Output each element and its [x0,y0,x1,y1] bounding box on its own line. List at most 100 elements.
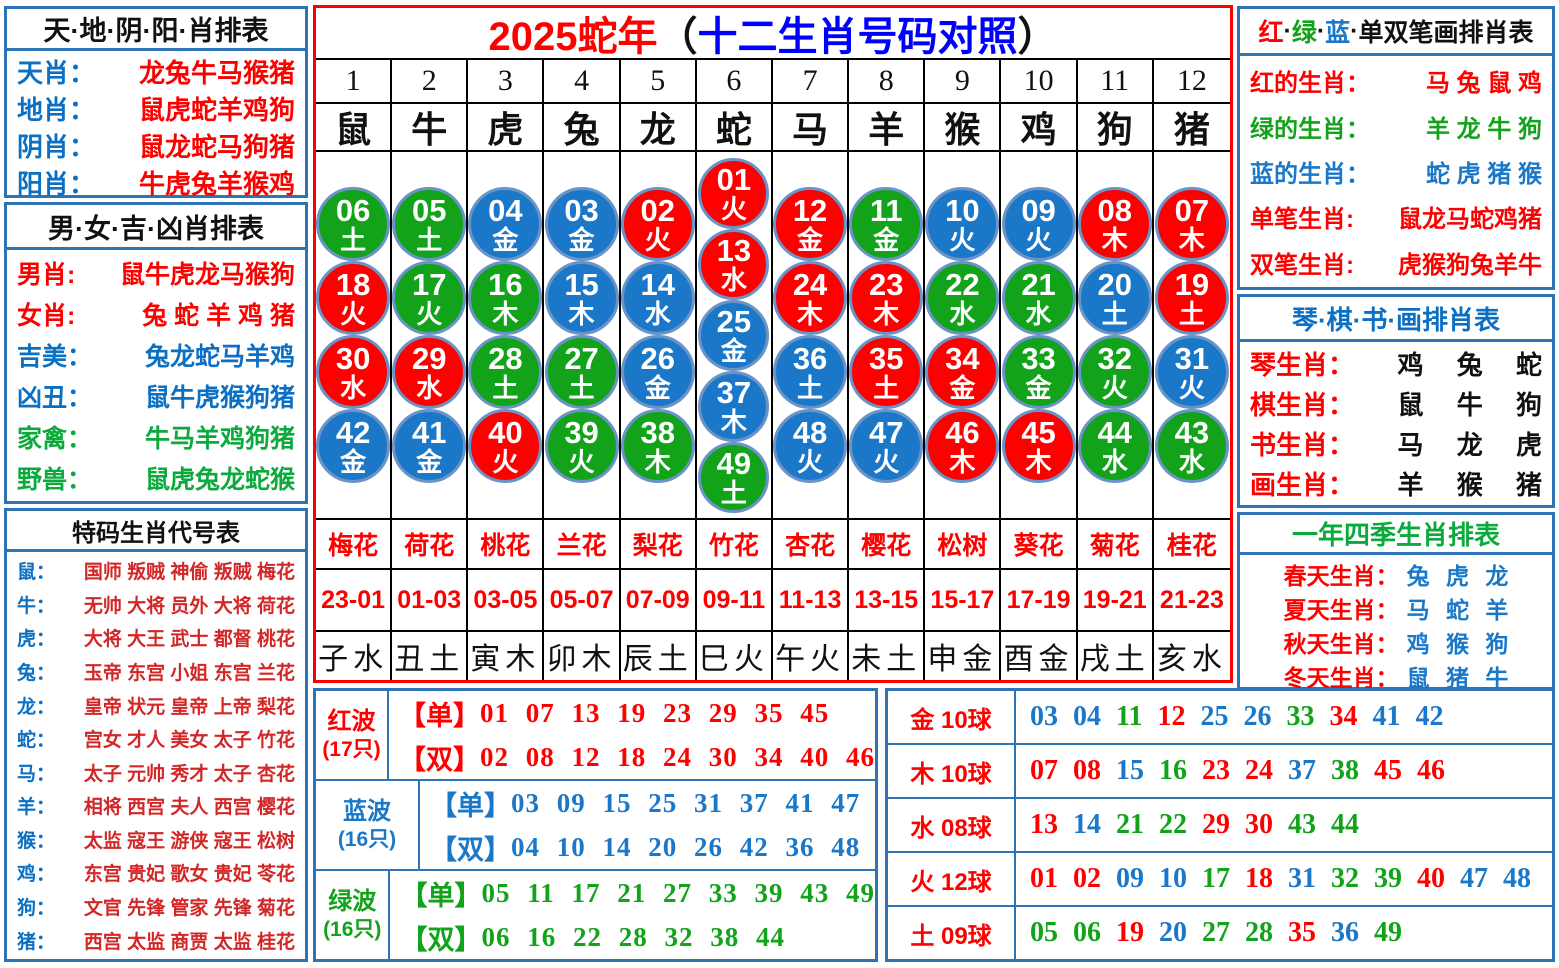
ball-element: 火 [797,446,824,477]
element-number: 01 [1030,863,1058,894]
ball-element: 土 [416,224,443,255]
panel-five-elements-balls: 金 10球 03 04 11 12 25 26 33 34 41 42 木 10球 07 08 15 16 23… [885,688,1555,962]
ball-element: 水 [416,372,443,403]
row-label: 蛇： [17,730,56,752]
ball-number: 02 [640,192,675,228]
ball-number: 22 [945,266,980,302]
table-row: 虎： 大将 大王 武士 都督 桃花 [17,624,295,651]
table-row: 男肖: 鼠牛虎龙马猴狗 [17,255,295,291]
element-number: 08 [1073,755,1101,786]
wave-line: 【双】 06 16 22 28 32 38 44 [400,918,875,957]
ball-number: 12 [792,192,828,228]
element-number: 22 [1159,809,1187,840]
main-zodiac-number-grid: 2025蛇年 （ 十二生肖号码对照 ） 1 2 3 4 5 6 7 8 9 10 11 12 鼠牛虎兔龙… [313,5,1233,683]
ball-element: 金 [340,446,367,477]
number-ball: 38 木 [620,409,695,483]
wave-count: (16只) [323,917,382,941]
table-row: 双笔生肖: 虎猴狗兔羊牛 [1250,245,1542,280]
element-numbers: 07 08 15 16 23 24 37 38 45 46 [1016,745,1552,797]
column-number-cell: 7 [772,60,850,104]
wave-line: 【双】 04 10 14 20 26 42 36 48 [430,828,875,867]
table-row: 蓝的生肖： 蛇 虎 猪 猴 [1250,154,1542,189]
row-label: 猴： [17,830,56,852]
number-ball: 13 水 [698,228,770,300]
row-value: 兔 蛇 羊 鸡 猪 [142,301,295,330]
panel-qin-qi-shu-hua: 琴·棋·书·画排肖表 琴生肖： 鸡 兔 蛇棋生肖： 鼠 牛 狗书生肖： 马 龙 虎画生… [1237,294,1555,508]
ball-number: 41 [411,414,447,450]
ball-element: 木 [1178,224,1205,255]
wave-lines: 【单】 03 09 15 25 31 37 41 47 【双】 04 10 14 20… [420,781,875,869]
element-number: 33 [1286,701,1315,732]
number-ball: 34 金 [925,335,1000,409]
ball-column: 08 木 20 土 32 火 44 水 [1077,152,1154,520]
ball-element: 金 [492,224,519,255]
column-number-cell: 3 [468,60,545,104]
table-row: 红的生肖： 马 兔 鼠 鸡 [1250,63,1542,98]
element-row: 土 09球 05 06 19 20 27 28 35 36 49 [888,907,1552,959]
ball-number: 39 [564,414,599,450]
ball-element: 火 [1025,224,1052,255]
time-range-cell: 21-23 [1153,570,1230,632]
table-row: 阳肖： 牛虎兔羊猴鸡 [17,164,295,201]
table-row: 凶丑： 鼠牛虎猴狗猪 [17,378,295,414]
number-ball: 31 火 [1154,335,1229,409]
number-ball: 11 金 [849,187,924,261]
odd-even-tag: 【双】 [400,924,482,955]
table-row: 野兽： 鼠虎兔龙蛇猴 [17,460,295,496]
zodiac-cell: 猪 [1153,104,1230,152]
wave-numbers: 05 11 17 21 27 33 39 43 49 [481,877,875,908]
table-row: 龙： 皇帝 状元 皇帝 上帝 梨花 [17,692,295,719]
ball-number: 43 [1174,414,1210,450]
wave-line: 【单】 05 11 17 21 27 33 39 43 49 [400,874,875,913]
row-label: 鼠： [17,562,56,584]
row-value: 鼠牛虎猴狗猪 [144,384,295,413]
ball-number: 47 [868,414,904,450]
number-ball: 40 火 [468,409,543,483]
ball-element: 金 [644,372,671,403]
number-ball: 17 火 [392,261,467,335]
ball-number: 20 [1097,266,1132,302]
row-label: 狗： [17,898,56,920]
number-ball: 42 金 [316,409,391,483]
earthly-branch-cell: 酉金 [1001,632,1078,680]
number-ball: 27 土 [544,335,619,409]
ball-element: 水 [340,372,367,403]
row-label: 冬天生肖： [1283,665,1399,691]
element-number: 47 [1460,863,1488,894]
panel-title: 特码生肖代号表 [7,511,305,552]
ball-element: 金 [949,372,976,403]
number-ball: 37 木 [698,370,770,442]
ball-element: 金 [873,224,900,255]
ball-element: 火 [492,446,519,477]
element-number: 11 [1116,701,1143,732]
ball-number: 18 [335,266,371,302]
ball-element: 土 [720,477,747,508]
earthly-branch-cell: 戌土 [1078,632,1154,680]
ball-element: 金 [720,335,747,366]
row-label: 春天生肖： [1283,563,1399,589]
row-value: 马 兔 鼠 鸡 [1425,70,1542,98]
column-number-cell: 1 [316,60,393,104]
wave-name: 绿波 [328,887,377,915]
element-label: 水 08球 [888,799,1016,851]
element-numbers: 03 04 11 12 25 26 33 34 41 42 [1016,691,1552,743]
row-label: 龙： [17,696,56,718]
ball-element: 火 [873,446,900,477]
ball-column: 12 金 24 木 36 土 48 火 [772,152,850,520]
main-grid-table: 1 2 3 4 5 6 7 8 9 10 11 12 鼠牛虎兔龙蛇马羊猴鸡狗猪 06 土 18 火 30 水 42 金 0… [316,60,1230,680]
time-range-cell: 11-13 [772,570,850,632]
odd-even-tag: 【单】 [399,700,480,731]
wave-lines: 【单】 05 11 17 21 27 33 39 43 49 【双】 06 16 22… [390,871,875,959]
row-value: 蛇 虎 猪 猴 [1425,160,1542,188]
title-part: · [1316,16,1326,45]
table-row: 狗： 文官 先锋 管家 先锋 菊花 [17,893,295,920]
row-value: 玉帝 东宫 小姐 东宫 兰花 [83,663,295,685]
row-label: 红的生肖： [1250,70,1370,98]
element-number: 07 [1030,755,1058,786]
number-ball: 04 金 [468,187,543,261]
wave-section: 蓝波 (16只) 【单】 03 09 15 25 31 37 41 47 【双】 04 1… [316,781,875,871]
element-number: 43 [1288,809,1316,840]
ball-element: 火 [1101,372,1128,403]
ball-element: 土 [340,224,367,255]
row-value: 鸡 兔 蛇 [1397,350,1542,381]
